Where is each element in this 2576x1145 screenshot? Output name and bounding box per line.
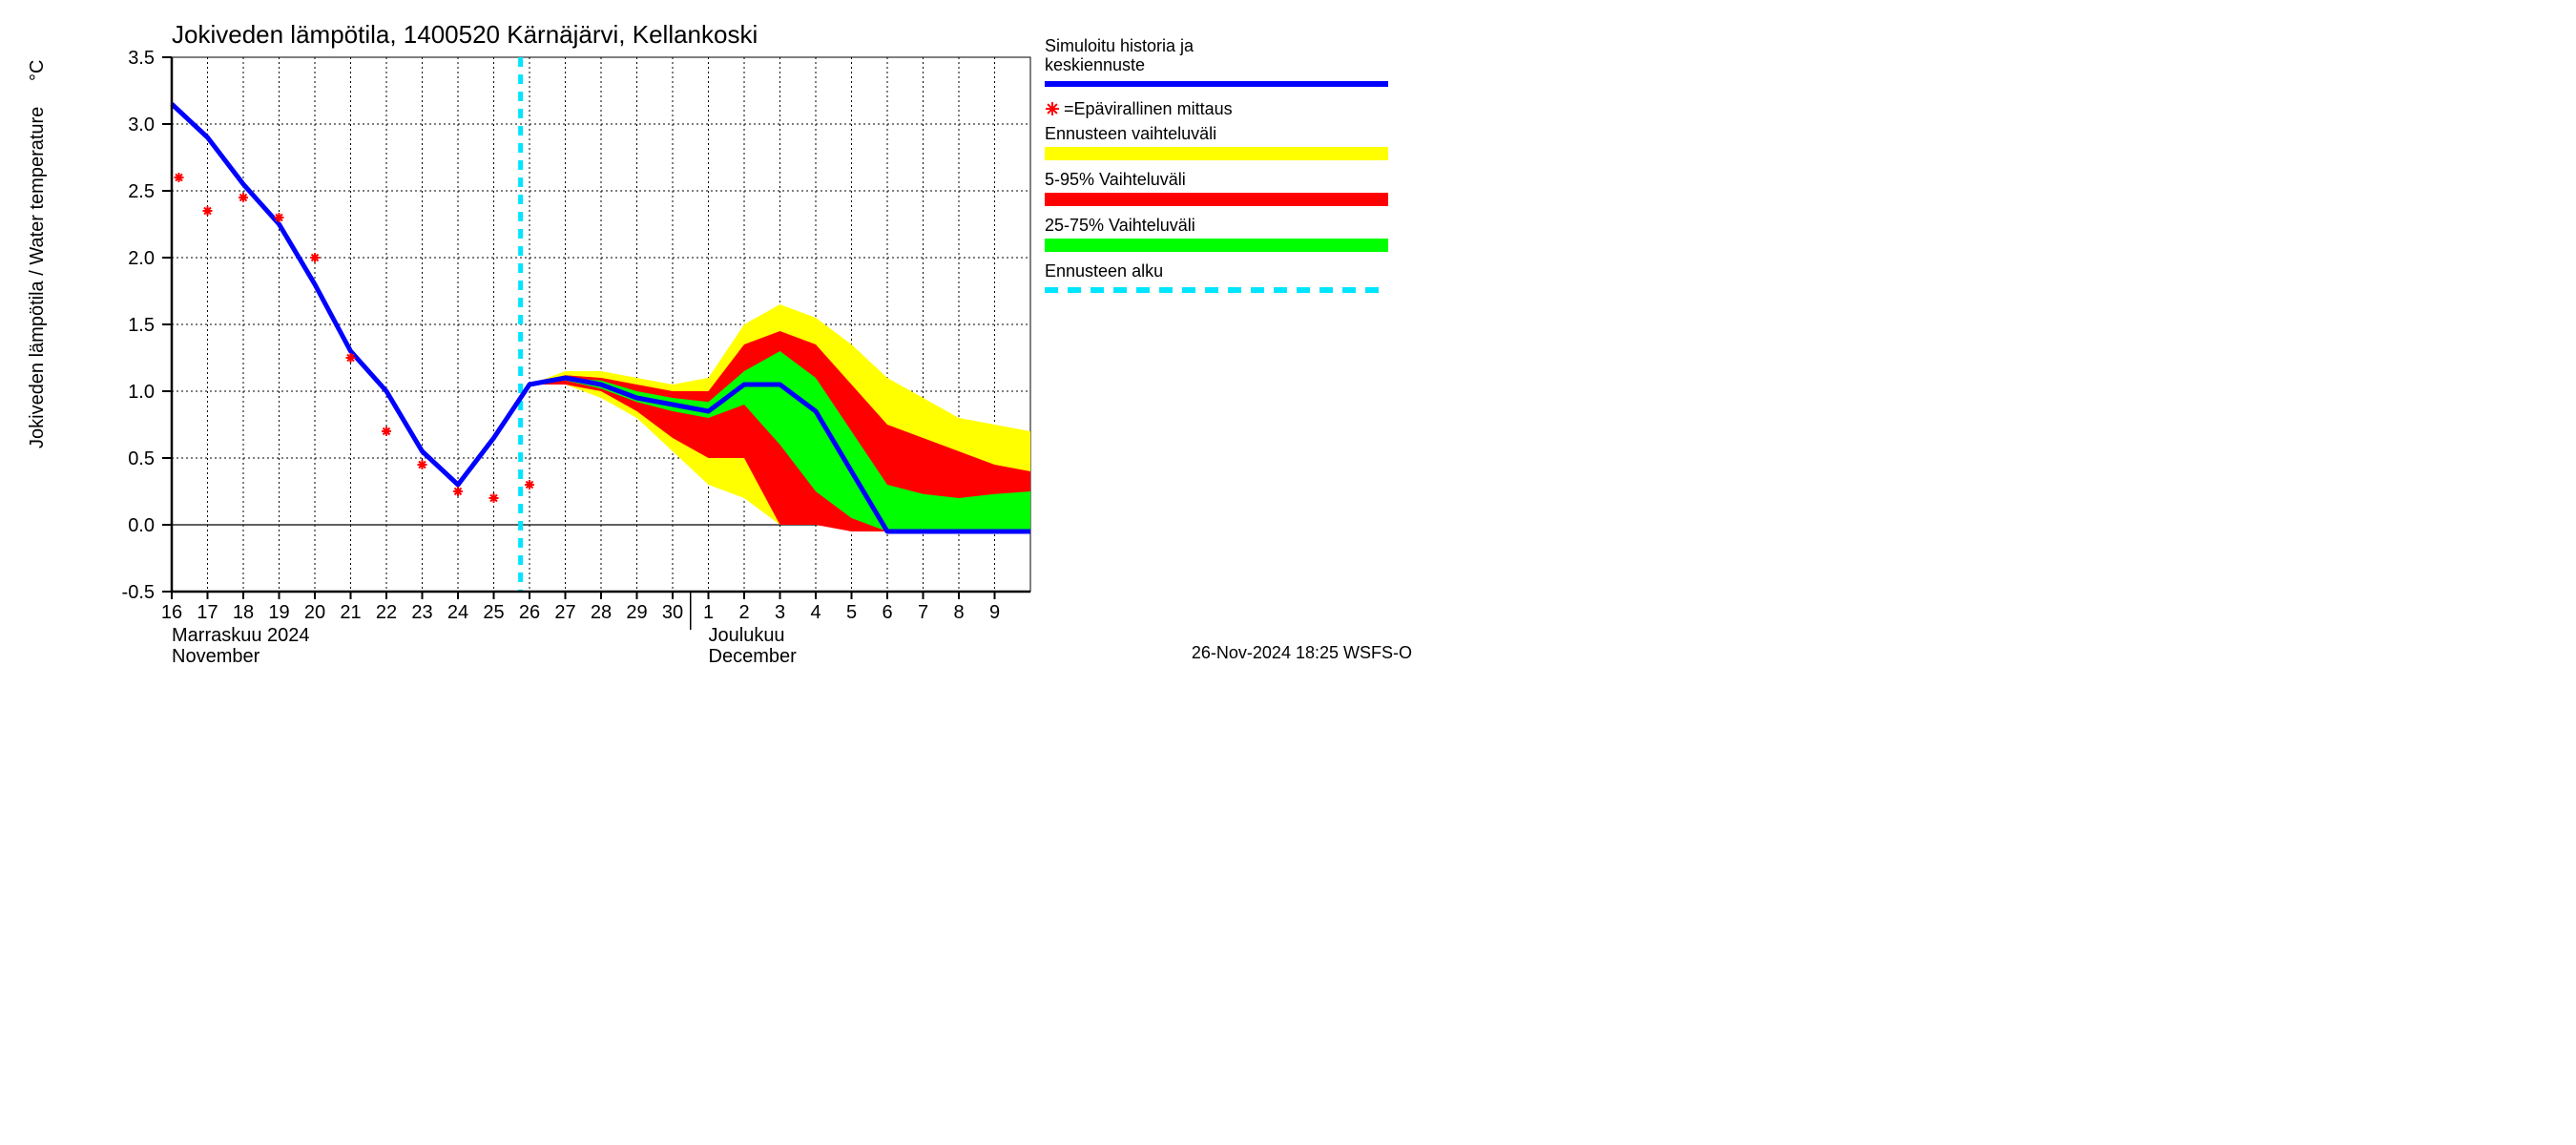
x-tick-label: 25 [483,602,504,623]
x-tick-label: 16 [161,602,182,623]
x-tick-label: 24 [447,602,468,623]
measurement-marker [1046,102,1059,115]
measurement-marker [525,480,534,489]
footer-timestamp: 26-Nov-2024 18:25 WSFS-O [1192,643,1412,662]
y-tick-label: 1.0 [128,382,155,403]
y-tick-label: -0.5 [122,582,155,603]
x-tick-label: 6 [882,602,892,623]
x-tick-label: 5 [846,602,857,623]
x-tick-label: 7 [918,602,928,623]
y-tick-label: 0.5 [128,448,155,469]
x-tick-label: 9 [989,602,1000,623]
measurement-marker [239,193,248,202]
chart-title: Jokiveden lämpötila, 1400520 Kärnäjärvi,… [172,20,758,49]
y-tick-label: 3.5 [128,48,155,69]
x-tick-label: 2 [738,602,749,623]
measurement-marker [346,353,356,363]
x-tick-label: 3 [775,602,785,623]
legend-label: =Epävirallinen mittaus [1064,99,1233,118]
x-tick-label: 23 [411,602,432,623]
month-label: Joulukuu [709,625,785,646]
measurement-marker [382,427,391,436]
legend-label: Simuloitu historia ja [1045,36,1195,55]
measurement-marker [310,253,320,262]
measurement-marker [175,173,184,182]
x-tick-label: 19 [268,602,289,623]
month-label: November [172,646,260,667]
x-tick-label: 27 [554,602,575,623]
legend: Simuloitu historia jakeskiennuste =Epävir… [1045,36,1388,290]
y-axis-unit: °C [27,60,48,81]
x-tick-label: 20 [304,602,325,623]
x-tick-label: 26 [519,602,540,623]
measurement-marker [489,493,499,503]
x-tick-label: 18 [233,602,254,623]
month-label: December [709,646,798,667]
y-tick-label: 2.5 [128,181,155,202]
x-tick-label: 4 [810,602,821,623]
legend-label: 5-95% Vaihteluväli [1045,170,1186,189]
measurement-marker [275,213,284,222]
legend-label: Ennusteen vaihteluväli [1045,124,1216,143]
x-tick-label: 30 [662,602,683,623]
y-tick-label: 0.0 [128,515,155,536]
y-tick-label: 1.5 [128,315,155,336]
measurement-marker [418,460,427,469]
x-tick-label: 22 [376,602,397,623]
measurement-marker [203,206,213,216]
y-tick-label: 2.0 [128,248,155,269]
y-axis-label: Jokiveden lämpötila / Water temperature [27,107,48,448]
chart-container: Jokiveden lämpötila, 1400520 Kärnäjärvi,… [0,0,1431,668]
month-label: Marraskuu 2024 [172,625,310,646]
y-tick-label: 3.0 [128,114,155,135]
x-tick-label: 17 [197,602,218,623]
x-tick-label: 29 [626,602,647,623]
legend-label: 25-75% Vaihteluväli [1045,216,1195,235]
x-tick-label: 28 [591,602,612,623]
legend-label: keskiennuste [1045,55,1145,74]
x-tick-label: 21 [340,602,361,623]
x-tick-label: 8 [953,602,964,623]
measurement-marker [453,487,463,496]
x-tick-label: 1 [703,602,714,623]
water-temperature-chart: Jokiveden lämpötila, 1400520 Kärnäjärvi,… [0,0,1431,668]
legend-label: Ennusteen alku [1045,261,1163,281]
